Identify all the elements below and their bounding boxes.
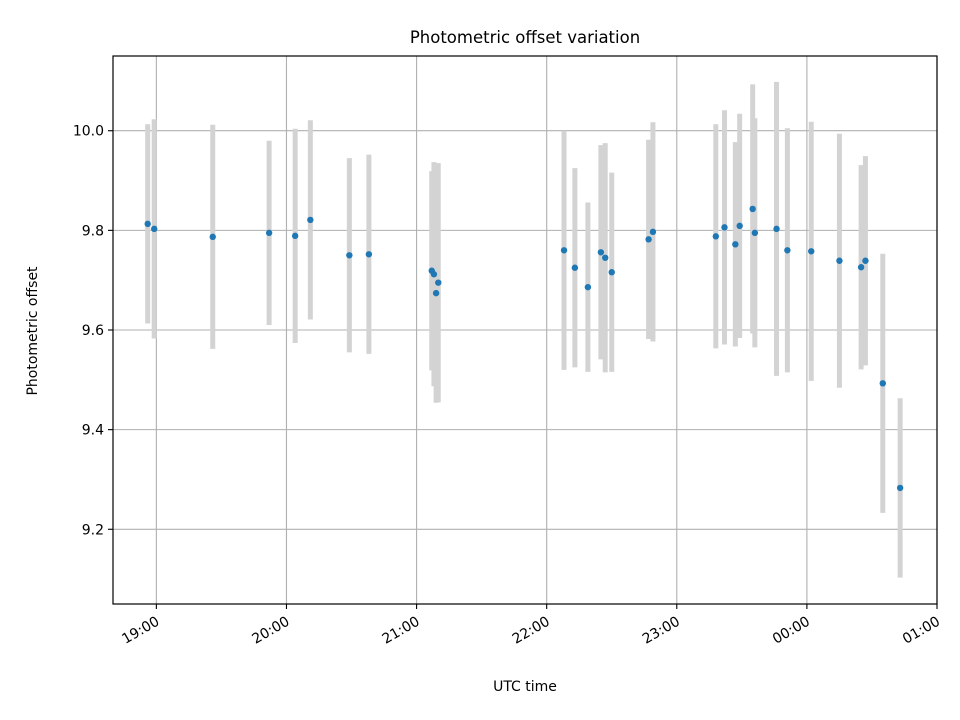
data-point <box>857 264 865 271</box>
data-point <box>749 205 756 213</box>
y-tick-label: 9.8 <box>82 223 104 239</box>
y-tick-label: 9.6 <box>82 323 104 339</box>
y-tick-label: 9.4 <box>82 423 104 439</box>
data-point <box>291 232 299 240</box>
data-point <box>435 279 442 286</box>
y-tick-label: 9.2 <box>82 522 104 538</box>
data-point <box>346 252 353 259</box>
data-point <box>209 233 216 241</box>
data-point <box>721 224 728 231</box>
data-point <box>265 229 273 237</box>
data-point <box>144 220 151 228</box>
data-point <box>151 225 158 233</box>
data-point <box>896 484 904 492</box>
x-axis-label: UTC time <box>493 679 557 695</box>
data-point <box>608 269 615 276</box>
data-point <box>432 289 440 297</box>
data-point <box>602 254 609 261</box>
data-point <box>808 248 815 255</box>
data-point <box>784 247 791 254</box>
chart-title: Photometric offset variation <box>410 28 640 47</box>
y-axis-ticks: 9.2 9.4 9.6 9.8 10.0 <box>73 124 113 538</box>
y-tick-label: 10.0 <box>73 124 104 140</box>
data-point <box>712 233 720 240</box>
data-point <box>862 257 869 264</box>
data-point <box>307 216 314 224</box>
data-point <box>597 249 605 256</box>
y-axis-label: Photometric offset <box>25 266 41 396</box>
data-point <box>430 271 438 278</box>
data-point <box>836 257 843 264</box>
data-point <box>571 264 579 271</box>
data-points <box>144 205 904 492</box>
data-point <box>736 222 743 230</box>
data-point <box>773 225 780 233</box>
data-point <box>584 283 592 291</box>
data-point <box>645 236 652 243</box>
data-point <box>649 228 657 236</box>
data-point <box>732 241 739 248</box>
data-point <box>365 251 373 258</box>
data-point <box>879 380 886 387</box>
data-point <box>751 229 759 237</box>
grid <box>113 56 938 604</box>
data-point <box>560 247 568 254</box>
